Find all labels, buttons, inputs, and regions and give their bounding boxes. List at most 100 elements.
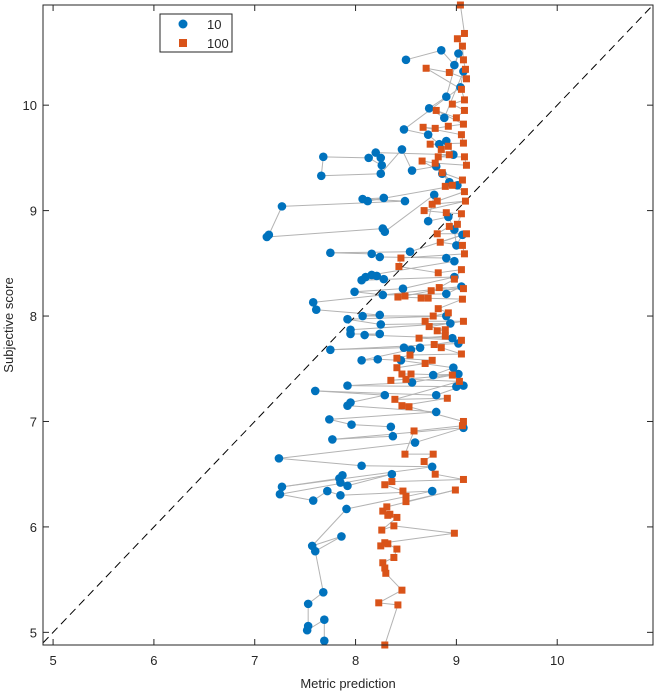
data-point-100 xyxy=(402,492,410,500)
data-point-10 xyxy=(373,354,383,364)
data-point-100 xyxy=(438,169,446,177)
connector-line xyxy=(347,318,381,325)
data-point-10 xyxy=(326,248,335,258)
data-point-100 xyxy=(402,498,410,506)
data-point-10 xyxy=(343,401,352,410)
data-point-10 xyxy=(372,271,382,281)
data-point-10 xyxy=(386,422,396,432)
data-point-10 xyxy=(347,420,356,429)
connector-line xyxy=(405,49,442,61)
connector-line xyxy=(384,604,399,646)
data-point-10 xyxy=(399,125,409,134)
y-tick-label: 10 xyxy=(23,98,37,113)
data-point-100 xyxy=(455,377,463,385)
x-tick-label: 6 xyxy=(150,653,157,668)
connector-line xyxy=(351,424,391,428)
x-tick-label: 5 xyxy=(49,653,56,668)
connector-line xyxy=(438,298,463,310)
data-point-100 xyxy=(422,64,430,72)
x-tick-label: 7 xyxy=(251,653,258,668)
data-point-10 xyxy=(274,454,284,463)
connector-line xyxy=(266,228,383,238)
data-point-100 xyxy=(461,65,469,73)
data-point-100 xyxy=(445,68,453,76)
data-point-100 xyxy=(399,487,407,495)
data-point-10 xyxy=(328,435,337,444)
data-point-100 xyxy=(421,317,429,325)
connector-line xyxy=(419,335,446,339)
data-point-100 xyxy=(445,151,453,159)
y-tick-label: 5 xyxy=(30,625,37,640)
data-point-10 xyxy=(277,482,287,492)
data-point-100 xyxy=(462,230,470,238)
connector-line xyxy=(409,353,462,356)
data-point-100 xyxy=(405,403,413,411)
data-point-100 xyxy=(431,159,439,167)
data-point-10 xyxy=(275,489,285,499)
data-point-10 xyxy=(336,478,345,487)
data-point-100 xyxy=(431,124,439,132)
data-point-100 xyxy=(448,371,456,379)
data-point-10 xyxy=(449,363,458,373)
data-point-10 xyxy=(303,599,313,609)
data-point-10 xyxy=(450,256,459,266)
data-point-100 xyxy=(444,309,452,317)
data-point-10 xyxy=(310,386,320,396)
data-point-100 xyxy=(458,295,466,303)
data-point-100 xyxy=(390,553,398,561)
data-point-10 xyxy=(400,196,410,206)
data-point-100 xyxy=(459,56,467,64)
data-point-100 xyxy=(436,238,444,246)
connector-line xyxy=(315,390,385,396)
connector-line xyxy=(380,149,403,175)
connector-line xyxy=(329,411,437,420)
data-point-10 xyxy=(407,166,417,175)
data-point-100 xyxy=(452,114,460,122)
data-point-100 xyxy=(441,332,449,340)
data-point-100 xyxy=(382,569,390,577)
y-axis-label: Subjective score xyxy=(1,277,16,372)
connector-line xyxy=(279,493,314,502)
legend-circle-marker xyxy=(178,19,188,29)
data-point-100 xyxy=(428,356,436,364)
data-point-100 xyxy=(379,559,387,567)
data-point-10 xyxy=(364,153,373,163)
data-point-100 xyxy=(433,197,441,205)
data-point-100 xyxy=(458,42,466,50)
data-point-10 xyxy=(387,469,397,479)
connector-line xyxy=(437,191,465,202)
data-point-100 xyxy=(388,478,396,486)
data-point-100 xyxy=(459,120,467,128)
data-point-100 xyxy=(397,254,405,262)
data-point-10 xyxy=(424,104,434,113)
legend-label-10: 10 xyxy=(207,17,221,32)
connector-line xyxy=(312,535,342,547)
connector-line xyxy=(330,347,404,351)
connector-line xyxy=(391,478,464,483)
connector-line xyxy=(424,210,447,214)
plot-area xyxy=(43,5,653,645)
data-point-100 xyxy=(428,200,436,208)
data-point-100 xyxy=(462,161,470,169)
data-point-10 xyxy=(262,232,272,242)
connector-line xyxy=(278,442,416,459)
data-point-100 xyxy=(451,486,459,494)
data-point-100 xyxy=(433,230,441,238)
data-point-100 xyxy=(434,153,442,161)
data-point-100 xyxy=(394,293,402,301)
data-point-10 xyxy=(320,636,329,646)
data-point-100 xyxy=(390,522,398,530)
data-point-10 xyxy=(302,625,312,635)
connector-line xyxy=(281,477,340,488)
data-point-100 xyxy=(459,317,467,325)
data-point-10 xyxy=(407,378,417,387)
connector-line xyxy=(347,381,413,387)
connector-line xyxy=(347,405,437,413)
data-point-10 xyxy=(325,415,334,424)
data-point-100 xyxy=(461,197,469,205)
data-point-10 xyxy=(450,60,459,70)
data-point-10 xyxy=(377,160,387,170)
data-point-10 xyxy=(436,46,446,55)
y-tick-label: 9 xyxy=(30,204,37,219)
data-point-100 xyxy=(398,370,406,378)
